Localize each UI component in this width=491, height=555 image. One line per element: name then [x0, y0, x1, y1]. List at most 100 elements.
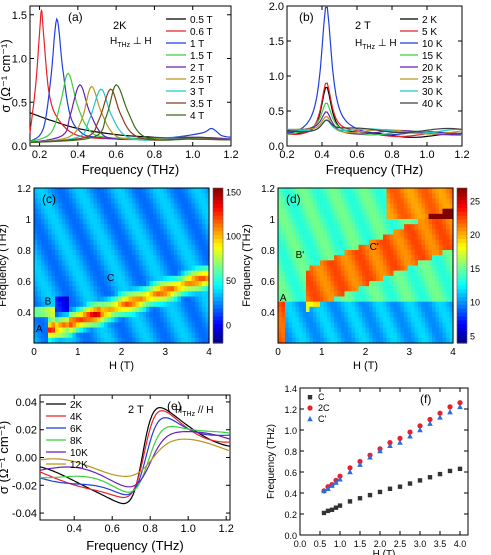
heatmap-cell [407, 332, 412, 339]
heatmap-cell [174, 250, 179, 256]
heatmap-cell [316, 198, 321, 205]
heatmap-cell [37, 291, 42, 298]
heatmap-cell [107, 337, 112, 344]
colorbar-step [213, 284, 223, 290]
heatmap-cell [181, 306, 186, 313]
heatmap-cell [156, 219, 161, 225]
heatmap-cell [177, 244, 182, 251]
heatmap-cell [390, 193, 395, 199]
heatmap-cell [376, 260, 381, 267]
heatmap-cell [397, 296, 402, 303]
heatmap-cell [34, 224, 39, 230]
heatmap-cell [195, 312, 200, 318]
heatmap-cell [407, 291, 412, 298]
heatmap-cell [128, 224, 133, 230]
heatmap-cell [184, 188, 189, 194]
heatmap-cell [160, 219, 165, 225]
heatmap-cell [302, 286, 307, 292]
heatmap-cell [309, 188, 314, 194]
heatmap-cell [309, 229, 314, 236]
heatmap-cell [288, 291, 293, 298]
heatmap-cell [313, 229, 318, 236]
heatmap-cell [114, 198, 119, 205]
heatmap-cell [90, 296, 95, 303]
heatmap-cell [132, 208, 137, 215]
heatmap-cell [320, 193, 325, 199]
heatmap-cell [142, 312, 147, 318]
heatmap-cell [400, 312, 405, 318]
heatmap-cell [97, 198, 102, 205]
heatmap-cell [404, 198, 409, 205]
heatmap-cell [65, 270, 70, 277]
heatmap-cell [411, 198, 416, 205]
heatmap-cell [285, 265, 290, 272]
heatmap-cell [421, 317, 426, 323]
heatmap-cell [139, 291, 144, 298]
heatmap-cell [449, 224, 454, 230]
heatmap-cell [118, 239, 123, 246]
heatmap-cell [362, 332, 367, 339]
heatmap-cell [428, 208, 433, 215]
heatmap-cell [418, 281, 423, 287]
heatmap-cell [421, 332, 426, 339]
heatmap-cell [174, 255, 179, 261]
heatmap-cell [404, 250, 409, 256]
heatmap-cell [128, 198, 133, 205]
y-axis-label: σ (Ω⁻¹ cm⁻¹) [0, 39, 13, 112]
heatmap-cell [313, 301, 318, 308]
heatmap-cell [397, 312, 402, 318]
heatmap-cell [41, 291, 46, 298]
heatmap-cell [142, 198, 147, 205]
heatmap-cell [128, 301, 133, 308]
heatmap-cell [309, 332, 314, 339]
marker-circle [337, 473, 343, 479]
heatmap-cell [435, 219, 440, 225]
heatmap-cell [79, 255, 84, 261]
heatmap-cell [139, 260, 144, 267]
heatmap-cells [278, 188, 454, 344]
heatmap-cell [188, 286, 193, 292]
heatmap-cell [414, 234, 419, 241]
mode-label: C [107, 273, 114, 284]
heatmap-cell [449, 317, 454, 323]
heatmap-cell [128, 312, 133, 318]
heatmap-cell [393, 275, 398, 282]
heatmap-cell [327, 281, 332, 287]
heatmap-cell [369, 270, 374, 277]
heatmap-cell [292, 270, 297, 277]
heatmap-cell [55, 208, 60, 215]
heatmap-cell [51, 296, 56, 303]
heatmap-cell [104, 208, 109, 215]
heatmap-cell [205, 270, 210, 277]
heatmap-cell [34, 198, 39, 205]
heatmap-cell [348, 250, 353, 256]
heatmap-cell [295, 296, 300, 303]
heatmap-cell [90, 337, 95, 344]
colorbar-step [213, 211, 223, 216]
heatmap-cell [288, 301, 293, 308]
heatmap-cell [369, 198, 374, 205]
heatmap-cell [121, 239, 126, 246]
heatmap-cell [348, 291, 353, 298]
heatmap-cell [295, 193, 300, 199]
heatmap-cell [390, 281, 395, 287]
heatmap-cell [439, 188, 444, 194]
heatmap-cell [160, 239, 165, 246]
heatmap-cell [390, 239, 395, 246]
heatmap-cell [37, 301, 42, 308]
heatmap-cell [358, 265, 363, 272]
heatmap-cell [309, 239, 314, 246]
heatmap-cell [160, 250, 165, 256]
heatmap-cell [156, 286, 161, 292]
heatmap-cell [139, 270, 144, 277]
heatmap-cell [90, 265, 95, 272]
heatmap-cell [421, 260, 426, 267]
heatmap-cell [323, 332, 328, 339]
heatmap-cell [58, 255, 63, 261]
heatmap-cell [407, 213, 412, 220]
heatmap-cell [107, 188, 112, 194]
heatmap-cell [323, 193, 328, 199]
heatmap-cell [302, 296, 307, 303]
heatmap-cell [404, 213, 409, 220]
heatmap-cell [281, 244, 286, 251]
